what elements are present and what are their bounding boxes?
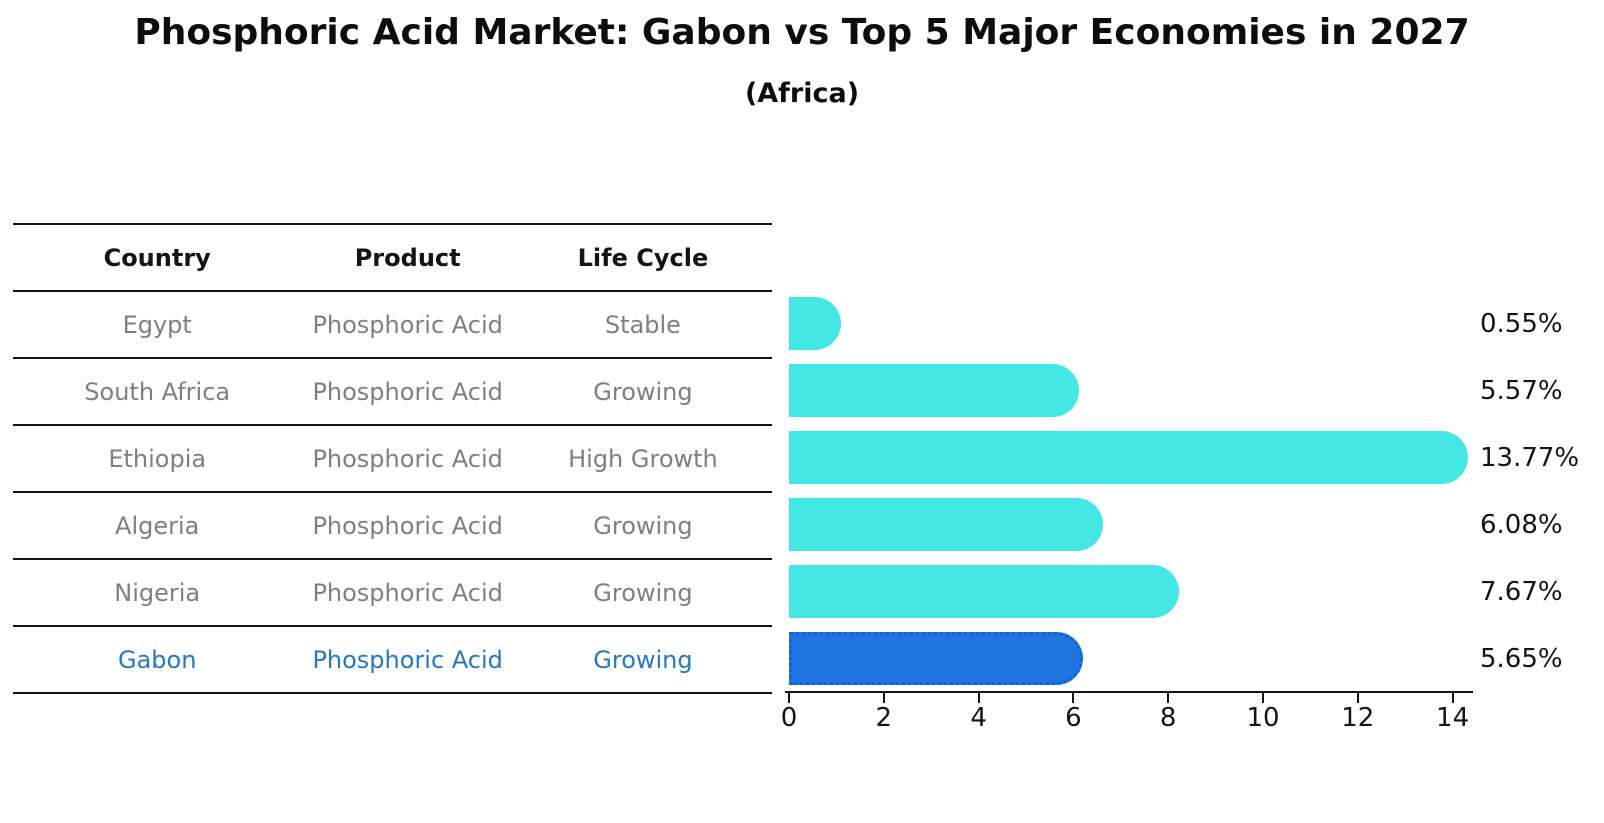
value-label-algeria: 6.08% [1480,509,1563,540]
bar-south-africa [789,364,1080,417]
x-axis-tick-label: 2 [875,703,893,733]
bar-egypt [789,297,842,350]
table-cell-product: Phosphoric Acid [312,377,503,406]
table-header-country: Country [103,243,211,272]
x-axis-line [785,691,1473,693]
table-cell-country: Gabon [117,645,197,674]
table-header-lifecycle: Life Cycle [577,243,709,272]
table-header-row: Country Product Life Cycle [13,225,772,292]
table-cell-life-cycle: Growing [593,377,693,406]
bar-nigeria [789,565,1179,618]
x-axis-tick-label: 12 [1341,703,1375,733]
table-row-algeria: Algeria Phosphoric Acid Growing [13,493,772,560]
table-header-product: Product [354,243,461,272]
table-cell-country: Ethiopia [108,444,207,473]
x-axis-tick [788,693,790,703]
x-axis-tick-label: 10 [1246,703,1280,733]
value-label-nigeria: 7.67% [1480,576,1563,607]
table-cell-country: Egypt [122,310,192,339]
chart-subtitle: (Africa) [744,78,860,109]
x-axis-tick-label: 0 [780,703,798,733]
table-row-nigeria: Nigeria Phosphoric Acid Growing [13,560,772,627]
table-cell-country: South Africa [84,377,231,406]
x-axis-tick [882,693,885,703]
value-label-ethiopia: 13.77% [1480,442,1580,473]
x-axis-tick [1356,693,1359,703]
table-cell-country: Algeria [115,511,200,540]
chart-title: Phosphoric Acid Market: Gabon vs Top 5 M… [134,12,1470,53]
table-row-gabon: Gabon Phosphoric Acid Growing [13,627,772,694]
table-cell-product: Phosphoric Acid [312,645,503,674]
table-cell-life-cycle: Stable [604,310,681,339]
bar-gabon [789,632,1083,685]
table-cell-life-cycle: High Growth [568,444,718,473]
x-axis-tick [977,693,980,703]
value-label-south-africa: 5.57% [1480,375,1563,406]
table-cell-product: Phosphoric Acid [312,310,503,339]
x-axis-tick-label: 6 [1065,703,1082,733]
table-cell-product: Phosphoric Acid [312,578,503,607]
table-body: Egypt Phosphoric Acid Stable South Africa Ph… [13,292,772,694]
table-cell-product: Phosphoric Acid [312,511,503,540]
table-cell-country: Nigeria [114,578,201,607]
value-label-egypt: 0.55% [1480,308,1563,339]
x-axis-tick [1262,693,1264,703]
table-cell-product: Phosphoric Acid [312,444,503,473]
table-row-south-africa: South Africa Phosphoric Acid Growing [13,359,772,426]
x-axis-tick-label: 14 [1436,703,1470,733]
table-cell-life-cycle: Growing [593,578,693,607]
bar-ethiopia [789,431,1468,484]
x-axis-tick-label: 4 [970,703,987,733]
table-row-ethiopia: Ethiopia Phosphoric Acid High Growth [13,426,772,493]
bar-algeria [789,498,1104,551]
table-cell-life-cycle: Growing [593,511,693,540]
x-axis-tick [1167,693,1170,703]
x-axis-tick [1451,693,1454,703]
table-row-egypt: Egypt Phosphoric Acid Stable [13,292,772,359]
value-label-gabon: 5.65% [1480,643,1563,674]
data-table: Country Product Life Cycle Egypt Phosphor… [13,223,772,694]
x-axis-tick [1072,693,1075,703]
table-cell-life-cycle: Growing [593,645,693,674]
x-axis-tick-label: 8 [1159,703,1177,733]
